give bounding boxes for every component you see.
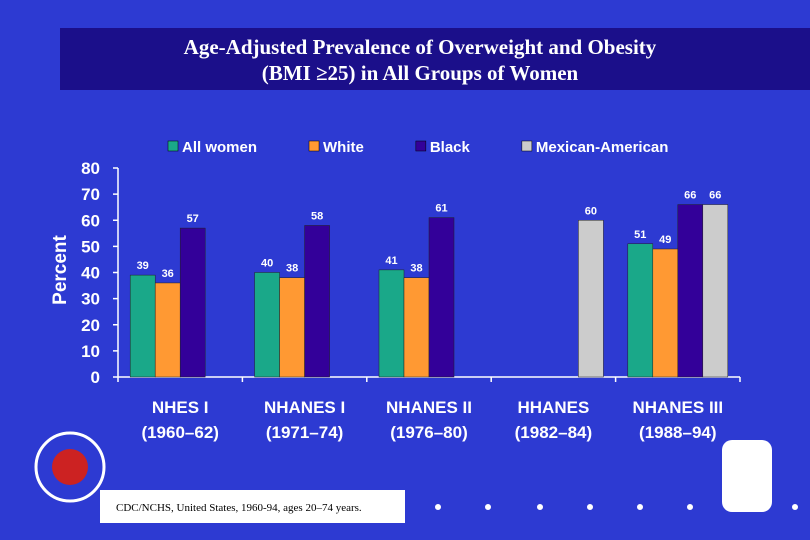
x-tick-label: NHANES II xyxy=(386,398,472,417)
value-label: 41 xyxy=(385,255,397,267)
x-tick-label: HHANES xyxy=(518,398,590,417)
y-tick-label: 30 xyxy=(81,290,100,309)
value-label: 66 xyxy=(709,190,721,202)
value-label: 66 xyxy=(684,190,696,202)
dot xyxy=(637,504,643,510)
bar xyxy=(254,272,280,378)
bar xyxy=(279,277,305,378)
value-label: 36 xyxy=(162,268,174,280)
bar xyxy=(403,277,430,378)
bar xyxy=(578,220,604,378)
y-tick-label: 80 xyxy=(81,159,100,178)
value-label: 57 xyxy=(187,213,199,225)
y-tick-label: 60 xyxy=(81,211,100,230)
bar xyxy=(677,204,704,378)
value-label: 38 xyxy=(286,263,298,275)
y-axis-label: Percent xyxy=(50,234,71,304)
decorations xyxy=(34,431,798,512)
dot xyxy=(485,504,491,510)
value-label: 58 xyxy=(311,210,323,222)
x-tick-label: NHES I xyxy=(152,398,209,417)
chart-subtitle: (BMI ≥25) in All Groups of Women xyxy=(262,61,579,85)
y-tick-label: 0 xyxy=(91,368,100,387)
bar xyxy=(154,282,181,378)
legend-label: White xyxy=(323,139,364,156)
y-tick-label: 70 xyxy=(81,185,100,204)
logo-figure xyxy=(722,440,772,512)
dot xyxy=(587,504,593,510)
logo-heart xyxy=(52,449,88,485)
bar xyxy=(702,204,729,378)
x-tick-period: (1971–74) xyxy=(266,423,344,442)
y-tick-label: 50 xyxy=(81,237,100,256)
bar xyxy=(304,225,330,378)
value-label: 60 xyxy=(585,205,597,217)
x-tick-period: (1960–62) xyxy=(141,423,219,442)
legend-label: Black xyxy=(430,139,471,156)
x-tick-label: NHANES III xyxy=(632,398,723,417)
dot xyxy=(537,504,543,510)
bar xyxy=(627,243,654,378)
logo-seal xyxy=(34,431,106,503)
legend-swatch xyxy=(415,140,427,152)
dot xyxy=(792,504,798,510)
legend-label: Mexican-American xyxy=(536,139,669,156)
value-label: 38 xyxy=(410,263,422,275)
bar xyxy=(129,274,156,378)
dot xyxy=(687,504,693,510)
value-label: 49 xyxy=(659,234,671,246)
bar xyxy=(179,227,206,378)
value-label: 39 xyxy=(137,260,149,272)
x-tick-period: (1988–94) xyxy=(639,423,717,442)
bar xyxy=(378,269,405,378)
chart-title: Age-Adjusted Prevalence of Overweight an… xyxy=(184,35,657,59)
source-note: CDC/NCHS, United States, 1960-94, ages 2… xyxy=(116,502,362,514)
x-tick-period: (1982–84) xyxy=(515,423,593,442)
legend-swatch xyxy=(521,140,533,152)
title-box xyxy=(60,28,810,90)
source-box xyxy=(100,490,405,523)
y-tick-label: 40 xyxy=(81,264,100,283)
value-label: 51 xyxy=(634,229,646,241)
value-label: 61 xyxy=(435,203,447,215)
legend-swatch xyxy=(308,140,320,152)
bar xyxy=(428,217,455,378)
legend-swatch xyxy=(167,140,179,152)
y-tick-label: 10 xyxy=(81,342,100,361)
bar xyxy=(652,248,679,378)
value-label: 40 xyxy=(261,258,273,270)
dot xyxy=(435,504,441,510)
legend-label: All women xyxy=(182,139,257,156)
x-tick-period: (1976–80) xyxy=(390,423,468,442)
x-tick-label: NHANES I xyxy=(264,398,345,417)
y-tick-label: 20 xyxy=(81,316,100,335)
